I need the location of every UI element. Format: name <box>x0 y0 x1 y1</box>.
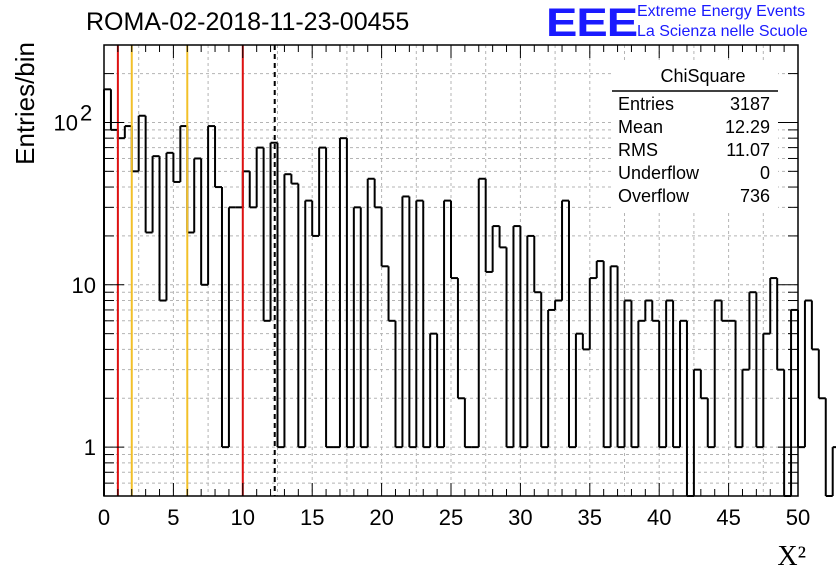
x-axis-label: X² <box>777 541 806 572</box>
stats-label: Overflow <box>618 186 690 206</box>
stats-value: 736 <box>740 186 770 206</box>
chart-title: ROMA-02-2018-11-23-00455 <box>86 8 410 36</box>
stats-title: ChiSquare <box>660 66 745 86</box>
x-tick-label: 0 <box>98 505 110 530</box>
histogram-bars <box>103 88 836 497</box>
x-tick-label: 5 <box>167 505 179 530</box>
y-tick-label: 10 <box>54 110 78 135</box>
stats-label: Mean <box>618 117 663 137</box>
stats-box-background <box>612 62 778 210</box>
x-tick-label: 25 <box>439 505 463 530</box>
stats-label: Underflow <box>618 163 700 183</box>
logo-line-2: La Scienza nelle Scuole <box>637 23 808 40</box>
eee-logo: EEE <box>546 0 638 45</box>
x-tick-label: 10 <box>231 505 255 530</box>
stats-label: Entries <box>618 94 674 114</box>
stats-value: 11.07 <box>726 140 770 160</box>
x-tick-label: 50 <box>786 505 810 530</box>
y-tick-label-exponent: 2 <box>80 100 92 125</box>
y-tick-label: 10 <box>72 273 96 298</box>
x-tick-label: 35 <box>578 505 602 530</box>
y-axis-label: Entries/bin <box>10 42 40 165</box>
stats-value: 3187 <box>730 94 770 114</box>
reference-lines <box>116 45 276 496</box>
x-tick-labels: 0 5 10 15 20 25 30 35 40 45 50 <box>98 505 810 530</box>
x-tick-label: 15 <box>300 505 324 530</box>
y-tick-label: 1 <box>84 435 96 460</box>
stats-box: ChiSquare Entries 3187 Mean 12.29 RMS 11.07 Und… <box>612 62 778 210</box>
x-tick-label: 20 <box>369 505 393 530</box>
logo-line-1: Extreme Energy Events <box>637 3 806 20</box>
axis-ticks <box>103 44 799 497</box>
stats-value: 12.29 <box>725 117 770 137</box>
x-tick-label: 40 <box>647 505 671 530</box>
stats-label: RMS <box>618 140 658 160</box>
x-tick-label: 45 <box>716 505 740 530</box>
stats-value: 0 <box>760 163 770 183</box>
x-tick-label: 30 <box>508 505 532 530</box>
